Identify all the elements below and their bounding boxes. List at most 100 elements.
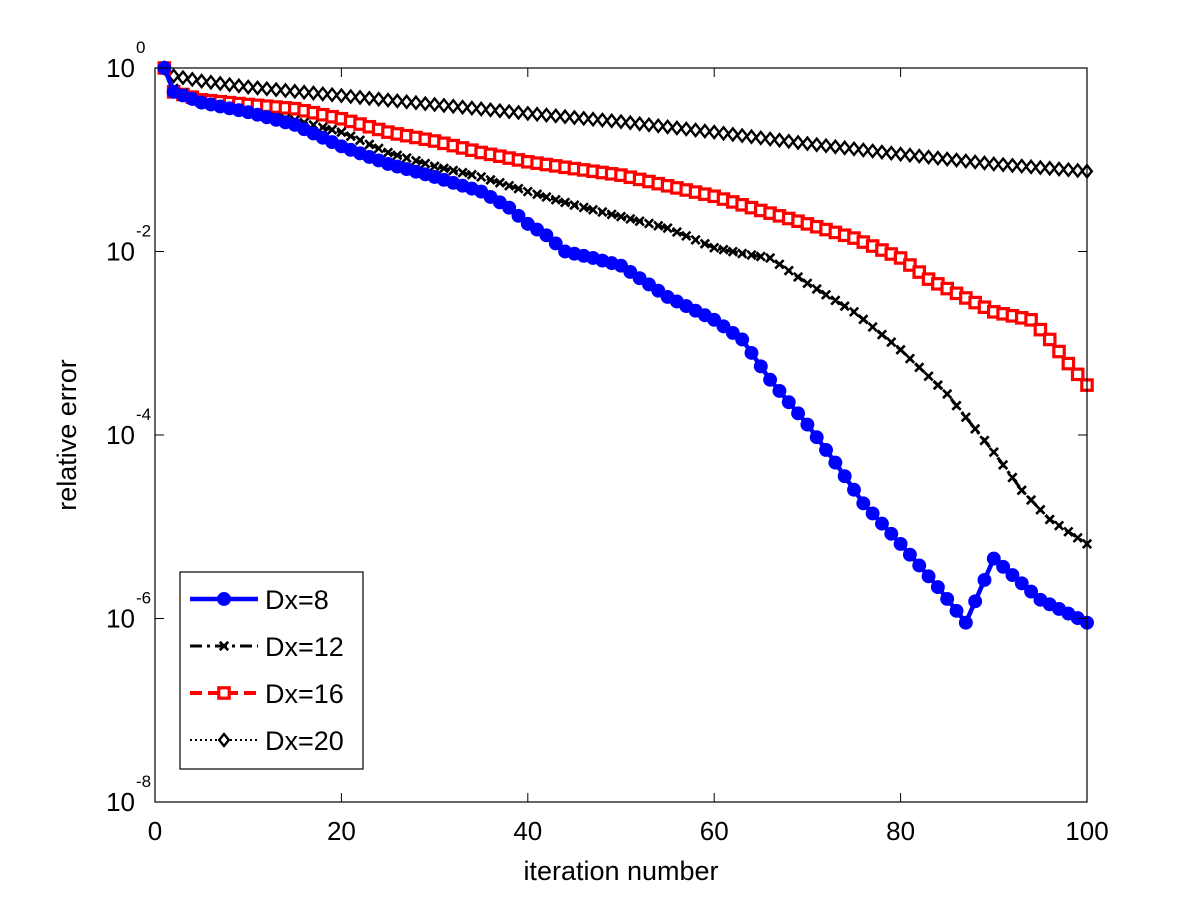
marker-dx-20-legend [217,732,231,748]
legend-entry-dx-12: Dx=12 [190,632,344,662]
marker-dx-16 [903,258,917,272]
marker-dx-20 [185,71,199,88]
marker-dx-20 [707,124,721,141]
marker-dx-12 [699,238,710,249]
y-tick-exponent: -8 [136,772,151,791]
marker-dx-16 [1033,322,1048,337]
marker-dx-8 [930,580,945,595]
marker-dx-8 [1014,576,1029,591]
marker-dx-12 [448,165,459,176]
marker-dx-8 [651,283,666,298]
marker-dx-8 [958,615,973,630]
marker-dx-20 [782,133,796,150]
marker-dx-20 [829,138,842,155]
marker-dx-20 [241,79,255,95]
marker-dx-20 [978,155,991,171]
marker-dx-8 [781,395,796,410]
marker-dx-8 [884,526,899,541]
marker-dx-12 [643,218,655,229]
marker-dx-8 [875,516,889,531]
marker-dx-12 [410,155,422,166]
marker-dx-20 [344,88,358,105]
legend-label-dx-12: Dx=12 [265,632,344,662]
marker-dx-12 [895,344,906,355]
marker-dx-20 [1024,158,1038,175]
marker-dx-8 [744,345,759,360]
marker-dx-12 [336,127,347,138]
marker-dx-20 [819,137,833,154]
marker-dx-12 [438,163,450,174]
marker-dx-12 [932,380,943,391]
marker-dx-12 [830,295,841,306]
x-tick-label: 60 [700,816,729,846]
marker-dx-20 [1006,157,1019,174]
marker-dx-8 [1005,568,1020,582]
marker-dx-8 [986,551,1001,566]
y-axis-title: relative error [52,359,82,511]
marker-dx-8 [856,496,871,511]
marker-dx-8 [893,536,908,551]
marker-dx-8 [828,455,843,470]
x-tick-label: 80 [886,816,915,846]
marker-dx-20 [950,152,963,168]
marker-dx-20 [316,85,330,102]
legend-entry-dx-20: Dx=20 [190,726,344,756]
marker-dx-20 [558,108,572,125]
marker-dx-12 [1063,526,1074,537]
marker-dx-8 [772,384,787,398]
marker-dx-20 [1015,158,1029,175]
series-dx-8 [157,61,1094,630]
marker-dx-20 [223,76,236,93]
marker-dx-20 [605,112,619,129]
marker-dx-20 [623,114,637,131]
x-tick-label: 40 [513,816,542,846]
marker-dx-12 [345,131,356,142]
marker-dx-20 [754,129,768,146]
marker-dx-20 [232,77,246,94]
marker-dx-12 [513,183,524,194]
marker-dx-20 [307,85,320,101]
marker-dx-20 [856,142,870,158]
marker-dx-12 [1035,504,1046,515]
marker-dx-8 [847,482,861,497]
marker-dx-20 [633,115,646,132]
marker-dx-12 [876,329,888,340]
marker-dx-20 [353,89,367,106]
marker-dx-12 [382,147,394,158]
marker-dx-16 [893,251,908,265]
x-tick-label: 20 [327,816,356,846]
marker-dx-20 [903,147,917,164]
marker-dx-12 [737,248,748,259]
y-tick-label: 10 [106,604,135,634]
marker-dx-20 [269,81,283,98]
marker-dx-12 [811,283,822,295]
series-dx-20 [157,60,1094,180]
marker-dx-12 [998,459,1009,470]
marker-dx-20 [642,116,656,133]
marker-dx-12 [1007,472,1018,483]
marker-dx-8 [921,569,936,584]
marker-dx-12 [783,265,794,276]
marker-dx-12 [1053,520,1065,531]
marker-dx-20 [1034,159,1047,176]
marker-dx-20 [717,125,730,142]
y-tick-label: 10 [106,237,135,267]
marker-dx-20 [661,118,674,135]
marker-dx-12 [792,271,804,283]
marker-dx-20 [381,92,395,108]
marker-dx-12 [1025,494,1037,506]
marker-dx-20 [446,98,460,115]
legend-entry-dx-16: Dx=16 [190,679,344,709]
x-tick-label: 0 [148,816,162,846]
marker-dx-20 [521,105,535,122]
marker-dx-12 [718,244,729,255]
marker-dx-8 [725,325,740,340]
marker-dx-20 [614,113,628,130]
marker-dx-8 [791,406,806,421]
marker-dx-12 [429,161,440,172]
marker-dx-20 [251,79,264,96]
marker-dx-20 [195,73,208,90]
marker-dx-8 [716,319,731,334]
marker-dx-20 [530,106,544,123]
marker-dx-12 [569,200,580,211]
